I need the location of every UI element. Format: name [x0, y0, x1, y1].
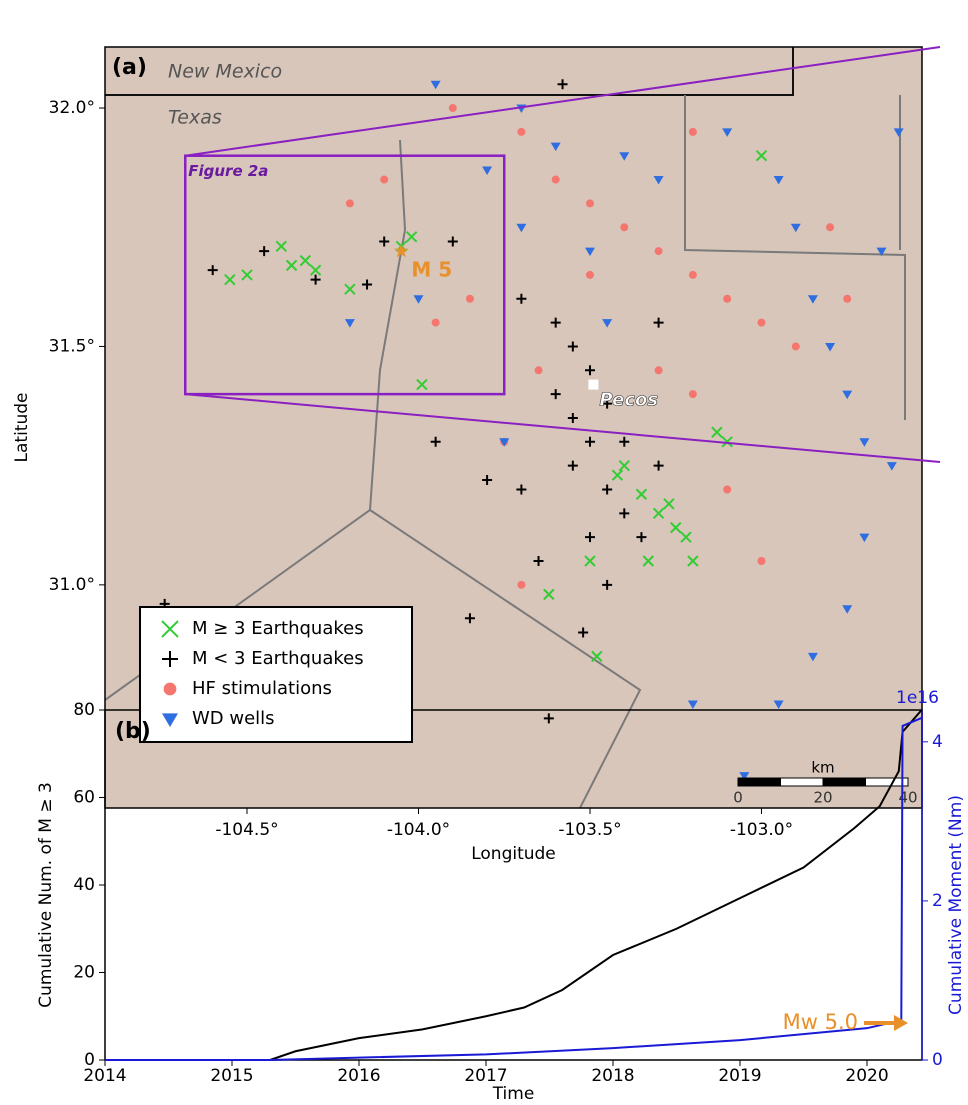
panel-label: (a): [112, 55, 147, 80]
y2-scale-label: 1e16: [896, 688, 939, 708]
mainshock-label: M 5: [411, 258, 452, 282]
x-axis-label: Longitude: [471, 844, 556, 864]
x-tick-label: 2018: [591, 1066, 634, 1086]
legend-label: HF stimulations: [192, 678, 332, 699]
x-axis-label: Time: [492, 1084, 535, 1101]
y-tick-label: 31.0°: [49, 575, 95, 595]
legend-label: M < 3 Earthquakes: [192, 648, 364, 669]
hf-point: [655, 247, 663, 255]
hf-point: [689, 390, 697, 398]
x-tick-label: -104.0°: [387, 820, 450, 840]
hf-point: [535, 366, 543, 374]
hf-point: [689, 128, 697, 136]
x-tick-label: 2019: [718, 1066, 761, 1086]
x-tick-label: 2020: [845, 1066, 888, 1086]
inset-label: Figure 2a: [188, 162, 268, 180]
x-tick-label: 2017: [464, 1066, 507, 1086]
hf-point: [466, 295, 474, 303]
y-tick-label: 0: [84, 1050, 95, 1070]
x-tick-label: -103.0°: [730, 820, 793, 840]
town-marker: [588, 380, 598, 390]
scale-segment: [823, 778, 866, 786]
hf-point: [620, 223, 628, 231]
hf-point: [826, 223, 834, 231]
y2-axis-label: Cumulative Moment (Nm): [946, 795, 966, 1015]
hf-point: [586, 199, 594, 207]
town-label: Pecos: [599, 390, 658, 411]
state-label: New Mexico: [168, 61, 282, 83]
hf-point: [843, 295, 851, 303]
hf-point: [757, 557, 765, 565]
y-tick-label: 40: [73, 875, 95, 895]
y-tick-label: 20: [73, 963, 95, 983]
state-label: Texas: [168, 107, 222, 129]
scale-tick-label: 0: [733, 789, 743, 807]
y2-tick-label: 2: [932, 891, 943, 911]
figure: -104.5° -104.0° -103.5° -103.0° 31.0° 31.5° 32…: [0, 0, 968, 1101]
legend-label: WD wells: [192, 708, 275, 729]
y-axis-label: Latitude: [12, 393, 32, 463]
x-tick-label: 2016: [337, 1066, 380, 1086]
hf-point: [552, 176, 560, 184]
y-tick-label: 60: [73, 788, 95, 808]
hf-point: [723, 485, 731, 493]
annotation: Mw 5.0: [783, 1010, 858, 1034]
x-tick-label: -104.5°: [215, 820, 278, 840]
hf-point: [689, 271, 697, 279]
hf-point: [380, 176, 388, 184]
x-tick-label: -103.5°: [558, 820, 621, 840]
legend-marker: [164, 683, 177, 696]
hf-point: [723, 295, 731, 303]
x-tick-label: 2015: [210, 1066, 253, 1086]
hf-point: [517, 581, 525, 589]
y-tick-label: 31.5°: [49, 336, 95, 356]
hf-point: [346, 199, 354, 207]
hf-point: [432, 319, 440, 327]
scale-unit: km: [811, 759, 834, 777]
hf-point: [517, 128, 525, 136]
y2-tick-label: 4: [932, 732, 943, 752]
y-axis-label: Cumulative Num. of M ≥ 3: [36, 782, 56, 1008]
y-tick-label: 80: [73, 700, 95, 720]
hf-point: [757, 319, 765, 327]
legend-label: M ≥ 3 Earthquakes: [192, 618, 364, 639]
scale-tick-label: 20: [813, 789, 832, 807]
y-tick-label: 32.0°: [49, 98, 95, 118]
scale-segment: [781, 778, 824, 786]
hf-point: [586, 271, 594, 279]
hf-point: [655, 366, 663, 374]
page: -104.5° -104.0° -103.5° -103.0° 31.0° 31.5° 32…: [0, 0, 968, 1105]
scale-segment: [738, 778, 781, 786]
hf-point: [792, 342, 800, 350]
hf-point: [449, 104, 457, 112]
y2-tick-label: 0: [932, 1050, 943, 1070]
panel-label: (b): [115, 719, 151, 744]
